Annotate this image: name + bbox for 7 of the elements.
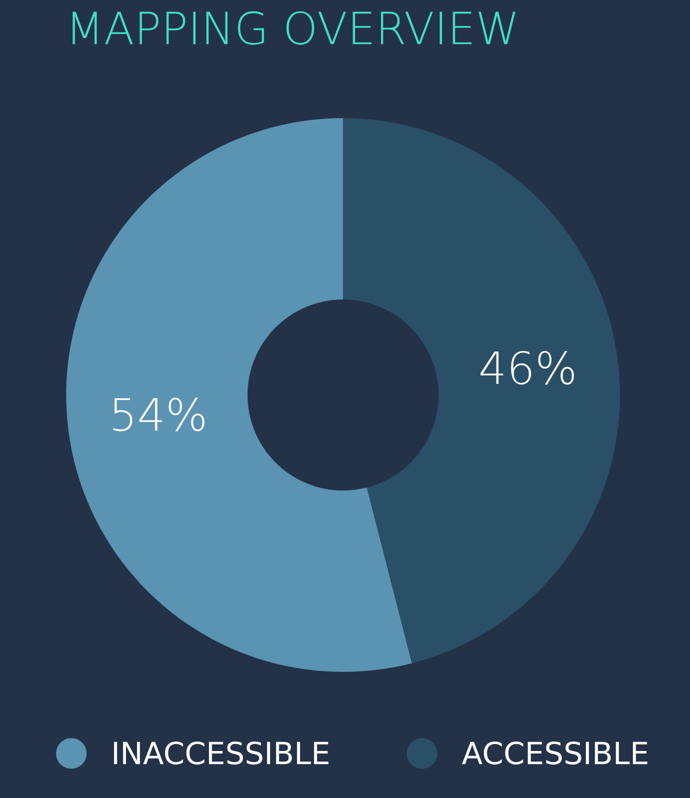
data-label: 46% xyxy=(480,350,574,385)
data-label: 54% xyxy=(113,398,204,432)
legend-label: ACCESSIBLE xyxy=(462,741,648,765)
chart-title: MAPPING OVERVIEW xyxy=(72,11,516,45)
legend-label: INACCESSIBLE xyxy=(114,741,328,765)
donut-slice xyxy=(66,118,412,672)
donut-slice xyxy=(343,118,620,664)
